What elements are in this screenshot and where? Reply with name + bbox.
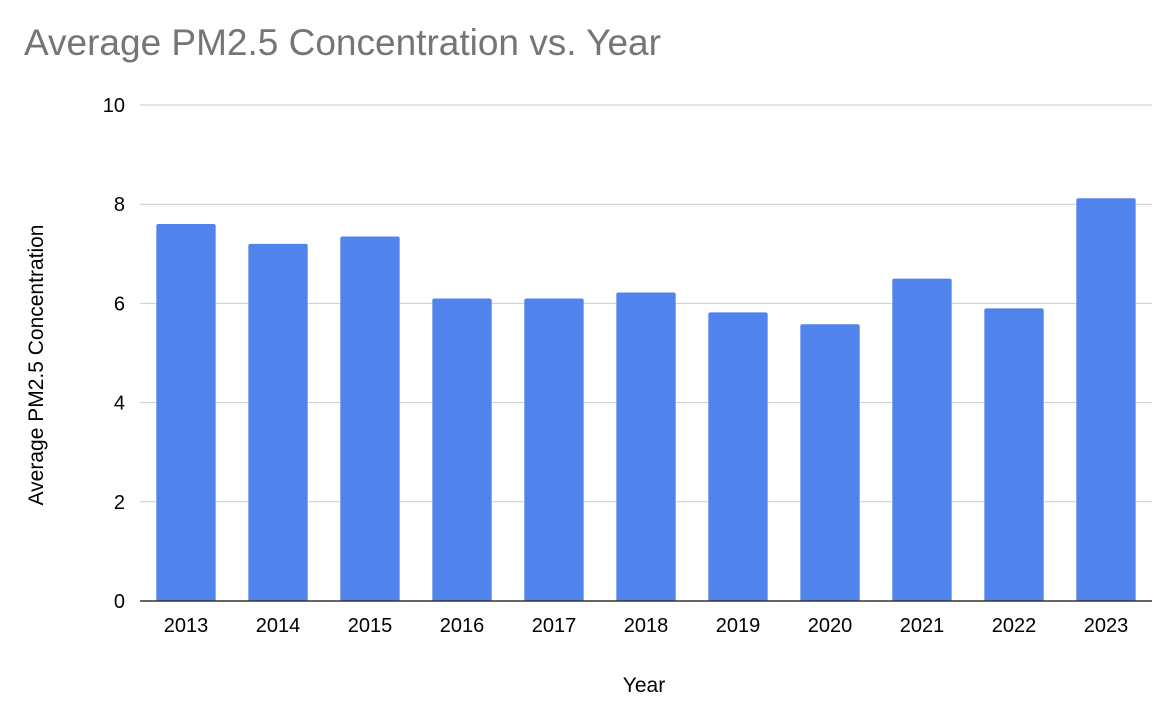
- chart-title: Average PM2.5 Concentration vs. Year: [24, 22, 661, 63]
- x-tick-label: 2017: [532, 615, 577, 637]
- bar: [1076, 198, 1136, 602]
- bar: [524, 298, 584, 601]
- x-tick-label: 2021: [900, 615, 945, 637]
- bar: [616, 292, 676, 601]
- bar: [892, 278, 952, 601]
- x-tick-label: 2013: [164, 615, 209, 637]
- bar: [248, 243, 308, 601]
- bar: [984, 308, 1044, 601]
- x-tick-label: 2015: [348, 615, 393, 637]
- y-tick-label: 0: [114, 591, 125, 613]
- x-tick-label: 2020: [808, 615, 853, 637]
- y-tick-label: 2: [114, 492, 125, 514]
- x-axis-label: Year: [623, 674, 665, 697]
- bar-series: [156, 198, 1136, 602]
- y-tick-label: 6: [114, 293, 125, 315]
- x-tick-label: 2019: [716, 615, 761, 637]
- y-tick-label: 4: [114, 393, 125, 415]
- x-tick-label: 2018: [624, 615, 669, 637]
- x-tick-label: 2023: [1084, 615, 1129, 637]
- y-tick-label: 10: [103, 95, 125, 117]
- x-tick-label: 2014: [256, 615, 301, 637]
- y-axis-label: Average PM2.5 Concentration: [25, 225, 48, 506]
- y-tick-label: 8: [114, 194, 125, 216]
- bar: [156, 224, 216, 602]
- x-tick-label: 2022: [992, 615, 1037, 637]
- x-axis-ticks: 2013 2014 2015 2016 2017 2018 2019 2020 2021 2022…: [164, 615, 1129, 637]
- bar: [340, 236, 400, 601]
- bar: [800, 324, 860, 601]
- bar: [708, 312, 768, 601]
- y-axis-ticks: 0 2 4 6 8 10: [103, 95, 125, 613]
- x-tick-label: 2016: [440, 615, 485, 637]
- bar: [432, 298, 492, 601]
